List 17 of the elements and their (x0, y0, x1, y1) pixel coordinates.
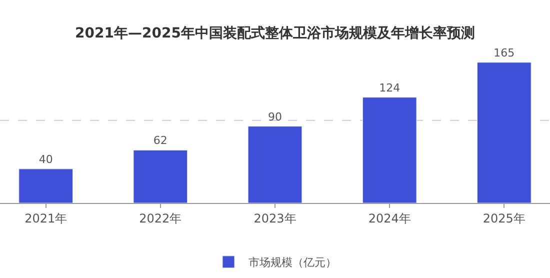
data-label: 62 (153, 134, 168, 148)
data-label: 90 (268, 110, 282, 124)
data-label: 165 (494, 46, 515, 60)
x-tick-label: 2025年 (482, 211, 526, 226)
bar (362, 97, 417, 203)
x-tick-label: 2022年 (139, 211, 182, 226)
legend-label: 市场规模（亿元） (248, 256, 336, 270)
data-label: 124 (379, 81, 400, 94)
chart-title: 2021年—2025年中国装配式整体卫浴市场规模及年增长率预测 (75, 24, 475, 42)
bar (18, 168, 74, 203)
data-label: 40 (38, 152, 53, 166)
x-tick-label: 2023年 (254, 211, 296, 226)
x-tick-label: 2021年 (24, 211, 68, 226)
bar (476, 62, 532, 203)
bar (248, 126, 302, 203)
bar (133, 150, 188, 203)
x-tick-label: 2024年 (368, 211, 411, 226)
